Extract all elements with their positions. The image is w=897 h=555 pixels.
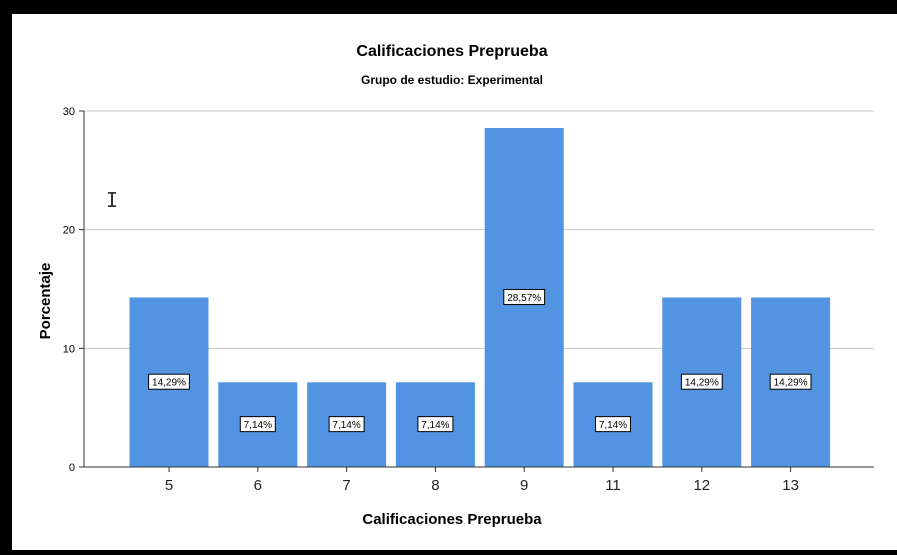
x-tick-label: 7	[342, 477, 350, 494]
data-label-box	[769, 373, 812, 390]
data-label: 28,57%	[507, 293, 541, 304]
y-tick-label: 10	[63, 343, 75, 355]
chart-subtitle: Grupo de estudio: Experimental	[361, 73, 543, 87]
chart-title: Calificaciones Preprueba	[356, 43, 547, 60]
data-label-box	[148, 373, 190, 390]
chart-frame: Calificaciones Preprueba Grupo de estudi…	[12, 14, 897, 550]
x-tick-label: 12	[693, 477, 710, 494]
data-label-box	[503, 288, 546, 305]
data-label-box	[328, 416, 365, 433]
data-label: 7,14%	[332, 420, 360, 431]
y-axis-title: Porcentaje	[37, 263, 54, 340]
data-label-box	[680, 373, 723, 390]
gridlines	[84, 110, 874, 349]
text-cursor-icon: I	[106, 188, 118, 212]
x-tick-label: 13	[782, 477, 799, 494]
x-tick-label: 5	[165, 477, 173, 494]
data-label: 7,14%	[244, 420, 272, 431]
data-label-box	[417, 416, 454, 433]
x-axis-title: Calificaciones Preprueba	[362, 511, 542, 528]
y-tick-label: 30	[63, 106, 75, 118]
data-label-box	[239, 416, 276, 433]
data-label: 14,29%	[774, 378, 808, 389]
bars	[129, 127, 831, 467]
data-label: 14,29%	[152, 378, 186, 389]
x-tick-label: 11	[605, 477, 621, 494]
x-tick-label: 6	[254, 477, 262, 494]
data-label: 14,29%	[685, 378, 719, 389]
axes: 0 10 20 30 5 6 7 8 9 11 12 13	[63, 106, 874, 494]
data-label: 7,14%	[599, 420, 627, 431]
bar-chart: Calificaciones Preprueba Grupo de estudi…	[37, 43, 874, 528]
y-tick-label: 20	[63, 225, 75, 237]
x-tick-label: 9	[520, 477, 528, 494]
data-label-box	[595, 416, 631, 433]
data-labels: 14,29% 7,14% 7,14% 7,14% 28,57% 7,14% 14,29% 14…	[148, 288, 812, 433]
y-tick-label: 0	[69, 462, 75, 474]
x-tick-label: 8	[431, 477, 439, 494]
data-label: 7,14%	[421, 420, 449, 431]
